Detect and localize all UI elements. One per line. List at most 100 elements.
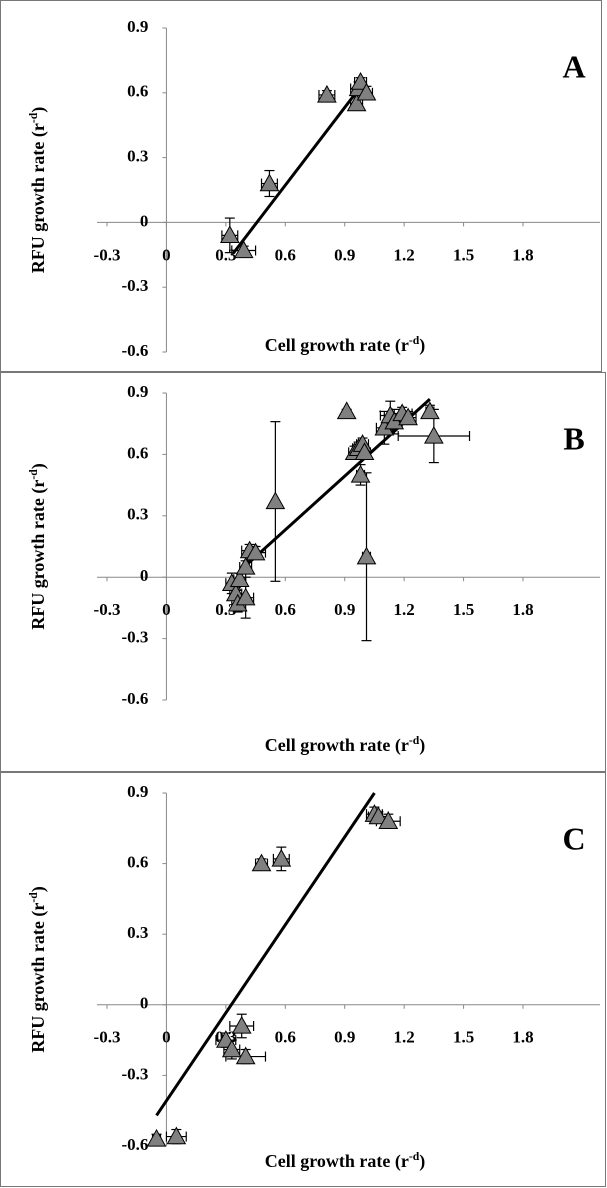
x-tick-label: 1.2 (394, 245, 415, 264)
label-sup: -d (409, 1150, 420, 1163)
x-tick-label: 0.9 (334, 600, 355, 619)
data-point (317, 84, 337, 103)
y-axis-title: RFU growth rate (r-d) (27, 886, 49, 1053)
panel-border (0, 372, 606, 772)
label-sup: -d (409, 334, 420, 347)
y-tick-label: -0.3 (122, 1064, 149, 1083)
label-tail: ) (28, 463, 49, 469)
data-point (265, 491, 286, 510)
data-point (219, 225, 240, 244)
trendline (232, 83, 364, 254)
label-text: RFU growth rate (r (28, 480, 49, 630)
x-tick-label: 1.8 (512, 600, 533, 619)
y-tick-label: 0 (140, 566, 149, 585)
data-point (166, 1126, 187, 1145)
x-tick-label: 1.8 (512, 245, 533, 264)
x-tick-label: -0.3 (94, 245, 121, 264)
data-point (424, 425, 444, 444)
x-tick-label: 0 (162, 600, 171, 619)
data-point (231, 1015, 252, 1034)
label-text: RFU growth rate (r (28, 123, 49, 273)
y-tick-label: -0.6 (122, 1135, 149, 1154)
data-point (350, 71, 371, 90)
data-point (420, 401, 440, 420)
data-point (221, 1039, 242, 1058)
y-axis-title: RFU growth rate (r-d) (27, 107, 49, 274)
data-point (229, 569, 250, 587)
data-point (235, 587, 256, 606)
panel-label: B (563, 420, 584, 456)
x-axis-title: Cell growth rate (r-d) (265, 1150, 426, 1172)
label-text: Cell growth rate (r (265, 1151, 409, 1172)
panel-border (0, 0, 602, 372)
data-point (346, 93, 367, 112)
y-tick-label: 0.3 (127, 923, 148, 942)
x-tick-label: 1.2 (394, 1028, 415, 1047)
data-point (235, 556, 256, 575)
x-tick-label: 0.9 (334, 1028, 355, 1047)
data-point (251, 853, 272, 872)
label-tail: ) (28, 886, 49, 892)
data-point (350, 464, 371, 483)
data-point (146, 1128, 167, 1147)
x-tick-label: 1.5 (453, 1028, 474, 1047)
x-axis-title: Cell growth rate (r-d) (265, 734, 426, 756)
label-text: RFU growth rate (r (28, 903, 49, 1053)
data-point (235, 1046, 256, 1065)
panel-border (0, 772, 606, 1187)
y-tick-label: -0.3 (122, 628, 149, 647)
x-tick-label: 1.2 (394, 600, 415, 619)
x-tick-label: 0.6 (275, 245, 296, 264)
panel-label: A (562, 48, 585, 84)
y-tick-label: 0.3 (127, 505, 148, 524)
label-tail: ) (28, 107, 49, 113)
label-tail: ) (419, 735, 425, 756)
data-point (356, 546, 377, 565)
y-tick-label: -0.6 (122, 341, 149, 360)
label-text: Cell growth rate (r (265, 335, 409, 356)
label-sup: -d (409, 734, 420, 747)
label-text: Cell growth rate (r (265, 735, 409, 756)
x-tick-label: -0.3 (94, 600, 121, 619)
x-tick-label: 1.5 (453, 600, 474, 619)
x-tick-label: 0.9 (334, 245, 355, 264)
y-tick-label: 0.6 (127, 853, 148, 872)
x-tick-label: 1.5 (453, 245, 474, 264)
x-tick-label: 0.6 (275, 1028, 296, 1047)
data-point (378, 811, 399, 829)
y-tick-label: -0.6 (122, 689, 149, 708)
data-point (271, 848, 292, 867)
y-tick-label: -0.3 (122, 276, 149, 295)
y-tick-label: 0 (140, 994, 149, 1013)
data-point (354, 442, 375, 461)
y-tick-label: 0.9 (127, 782, 148, 801)
data-point (398, 407, 418, 426)
x-axis-title: Cell growth rate (r-d) (265, 334, 426, 356)
x-tick-label: 0 (162, 245, 171, 264)
y-tick-label: 0.6 (127, 82, 148, 101)
x-tick-label: -0.3 (94, 1028, 121, 1047)
y-tick-label: 0.9 (127, 17, 148, 36)
y-tick-label: 0.3 (127, 147, 148, 166)
label-sup: -d (27, 892, 40, 903)
label-sup: -d (27, 469, 40, 480)
y-tick-label: 0 (140, 211, 149, 230)
label-tail: ) (419, 335, 425, 356)
trendline (155, 792, 376, 1117)
data-point (245, 542, 266, 561)
y-tick-label: 0.9 (127, 382, 148, 401)
data-point (259, 173, 280, 192)
panel-label: C (562, 820, 585, 856)
y-tick-label: 0.6 (127, 443, 148, 462)
y-axis-title: RFU growth rate (r-d) (27, 463, 49, 630)
x-tick-label: 0.6 (275, 600, 296, 619)
data-point (368, 806, 389, 825)
label-sup: -d (27, 112, 40, 123)
x-tick-label: 0.3 (215, 245, 236, 264)
x-tick-label: 0.3 (215, 600, 236, 619)
data-point (336, 401, 357, 420)
x-tick-label: 1.8 (512, 1028, 533, 1047)
x-tick-label: 0 (162, 1028, 171, 1047)
